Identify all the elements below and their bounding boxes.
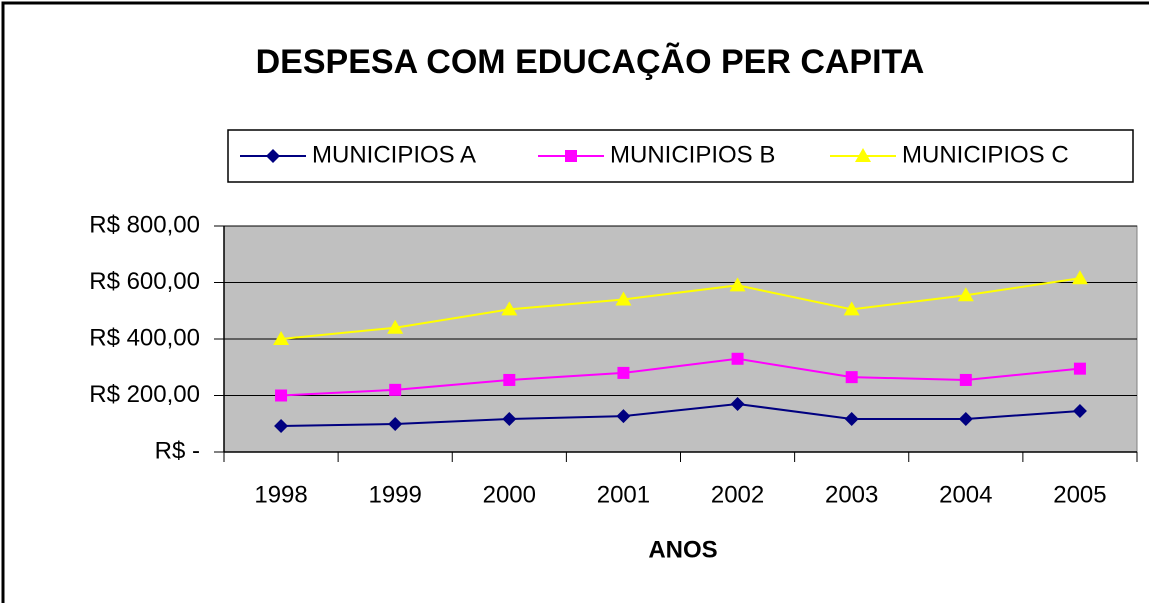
- marker: [275, 389, 288, 402]
- legend-label: MUNICIPIOS C: [902, 141, 1069, 168]
- x-tick-label: 2004: [939, 481, 992, 508]
- marker: [389, 383, 402, 396]
- marker: [501, 301, 518, 316]
- marker: [502, 411, 517, 426]
- marker: [843, 301, 860, 316]
- marker: [273, 331, 290, 345]
- legend-box: [227, 129, 1134, 183]
- marker: [844, 411, 859, 426]
- legend-label: MUNICIPIOS B: [610, 141, 775, 168]
- marker: [845, 371, 858, 384]
- marker: [274, 419, 289, 434]
- y-tick-label: R$ 800,00: [89, 211, 200, 238]
- marker: [957, 287, 974, 302]
- marker: [617, 366, 630, 379]
- series-line: [281, 357, 1081, 397]
- marker: [958, 411, 973, 426]
- marker: [1072, 404, 1087, 419]
- x-tick-label: 2002: [711, 481, 764, 508]
- y-tick-label: R$ -: [155, 437, 200, 464]
- marker: [1071, 270, 1088, 285]
- marker: [1073, 362, 1086, 375]
- marker: [266, 149, 280, 163]
- x-axis-label: ANOS: [648, 536, 717, 563]
- marker: [959, 373, 972, 386]
- series-line: [280, 277, 1081, 340]
- marker: [855, 148, 871, 162]
- x-tick-label: 1999: [368, 481, 421, 508]
- legend-label: MUNICIPIOS A: [312, 141, 476, 168]
- marker: [730, 396, 745, 411]
- y-tick-label: R$ 400,00: [89, 324, 200, 351]
- y-tick-label: R$ 200,00: [89, 381, 200, 408]
- x-tick-label: 2003: [825, 481, 878, 508]
- marker: [615, 291, 632, 306]
- x-tick-label: 1998: [254, 481, 307, 508]
- marker: [387, 319, 404, 334]
- marker: [731, 352, 744, 365]
- series-line: [281, 402, 1081, 428]
- marker: [503, 373, 516, 386]
- chart-title: DESPESA COM EDUCAÇÃO PER CAPITA: [256, 43, 925, 81]
- x-tick-label: 2000: [483, 481, 536, 508]
- y-tick-label: R$ 600,00: [89, 268, 200, 295]
- x-tick-label: 2001: [597, 481, 650, 508]
- marker: [616, 409, 631, 424]
- marker: [565, 150, 577, 162]
- marker: [388, 417, 403, 432]
- marker: [729, 277, 746, 292]
- x-tick-label: 2005: [1053, 481, 1106, 508]
